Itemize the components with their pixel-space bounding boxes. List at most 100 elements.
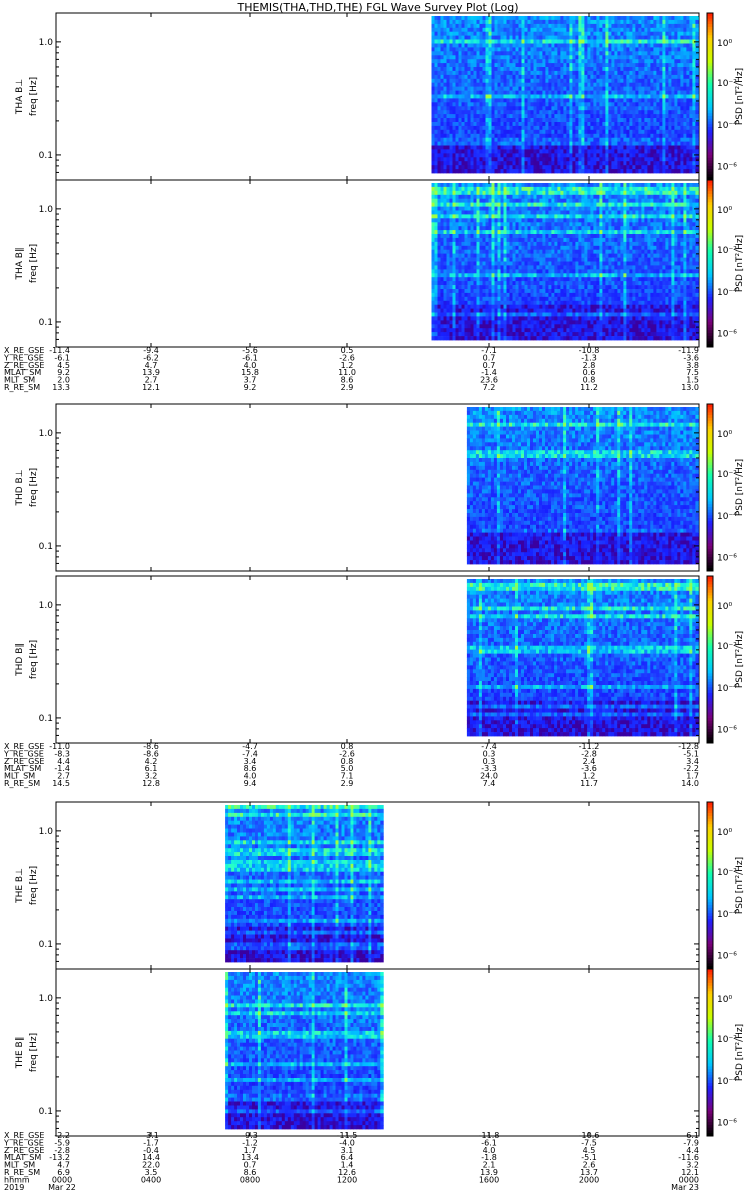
heatmap-cell (680, 70, 684, 76)
heatmap-cell (692, 169, 696, 174)
colorbar-segment (707, 149, 713, 153)
heatmap-cell (521, 226, 525, 231)
heatmap-cell (617, 137, 621, 142)
heatmap-cell (503, 47, 507, 52)
heatmap-cell (575, 67, 579, 72)
heatmap-cell (452, 161, 456, 166)
heatmap-cell (443, 261, 447, 266)
heatmap-cell (458, 106, 462, 111)
heatmap-cell (524, 106, 528, 111)
heatmap-cell (560, 94, 564, 99)
heatmap-cell (500, 234, 504, 239)
heatmap-cell (614, 78, 618, 84)
heatmap-cell (464, 265, 468, 270)
heatmap-cell (440, 237, 444, 243)
heatmap-cell (683, 98, 687, 103)
heatmap-cell (452, 320, 456, 325)
heatmap-cell (509, 218, 513, 223)
heatmap-cell (668, 63, 672, 68)
heatmap-cell (527, 269, 531, 274)
heatmap-cell (476, 253, 480, 258)
heatmap-cell (554, 39, 558, 44)
heatmap-cell (455, 16, 459, 21)
heatmap-cell (617, 145, 621, 150)
heatmap-cell (437, 285, 441, 290)
heatmap-cell (461, 157, 465, 162)
heatmap-cell (689, 145, 693, 150)
heatmap-cell (524, 237, 528, 243)
heatmap-cell (596, 102, 600, 107)
heatmap-cell (506, 241, 510, 247)
heatmap-cell (500, 145, 504, 150)
heatmap-cell (518, 153, 522, 158)
heatmap-cell (536, 137, 540, 142)
heatmap-cell (491, 118, 495, 123)
heatmap-cell (695, 55, 699, 60)
heatmap-cell (449, 328, 453, 333)
heatmap-cell (572, 55, 576, 60)
heatmap-cell (584, 23, 588, 29)
heatmap-cell (629, 137, 633, 142)
heatmap-cell (617, 169, 621, 174)
heatmap-cell (608, 102, 612, 107)
heatmap-cell (452, 35, 456, 40)
heatmap-cell (638, 157, 642, 162)
heatmap-cell (470, 67, 474, 72)
heatmap-cell (452, 289, 456, 294)
heatmap-cell (482, 336, 486, 341)
heatmap-cell (458, 218, 462, 223)
heatmap-cell (632, 141, 636, 146)
heatmap-cell (476, 106, 480, 111)
heatmap-cell (452, 118, 456, 123)
heatmap-cell (683, 145, 687, 150)
heatmap-cell (590, 106, 594, 111)
heatmap-cell (491, 194, 495, 200)
heatmap-cell (494, 214, 498, 219)
heatmap-cell (638, 114, 642, 119)
heatmap-cell (512, 241, 516, 247)
heatmap-cell (455, 214, 459, 219)
heatmap-cell (677, 51, 681, 56)
heatmap-cell (482, 237, 486, 243)
heatmap-cell (656, 133, 660, 139)
heatmap-cell (482, 110, 486, 115)
heatmap-cell (602, 47, 606, 52)
heatmap-cell (680, 165, 684, 170)
heatmap-cell (485, 165, 489, 170)
heatmap-cell (620, 59, 624, 64)
heatmap-cell (494, 320, 498, 325)
heatmap-cell (692, 63, 696, 68)
heatmap-cell (671, 23, 675, 29)
heatmap-cell (458, 90, 462, 95)
heatmap-cell (434, 245, 438, 251)
heatmap-cell (617, 82, 621, 87)
heatmap-cell (461, 289, 465, 294)
heatmap-cell (467, 257, 471, 262)
heatmap-cell (662, 39, 666, 44)
heatmap-cell (506, 230, 510, 235)
heatmap-cell (539, 110, 543, 115)
heatmap-cell (476, 277, 480, 282)
heatmap-cell (674, 114, 678, 119)
heatmap-cell (695, 70, 699, 76)
heatmap-cell (680, 47, 684, 52)
heatmap-cell (431, 230, 435, 235)
heatmap-cell (452, 31, 456, 36)
heatmap-cell (695, 43, 699, 48)
heatmap-cell (596, 67, 600, 72)
heatmap-cell (695, 102, 699, 107)
heatmap-cell (542, 27, 546, 33)
heatmap-cell (440, 202, 444, 207)
heatmap-cell (530, 90, 534, 95)
heatmap-cell (596, 63, 600, 68)
heatmap-cell (593, 161, 597, 166)
heatmap-cell (494, 102, 498, 107)
heatmap-cell (617, 43, 621, 48)
heatmap-cell (488, 292, 492, 298)
heatmap-cell (494, 292, 498, 298)
heatmap-cell (500, 292, 504, 298)
heatmap-cell (518, 23, 522, 29)
heatmap-cell (635, 106, 639, 111)
heatmap-cell (497, 324, 501, 329)
heatmap-cell (578, 39, 582, 44)
